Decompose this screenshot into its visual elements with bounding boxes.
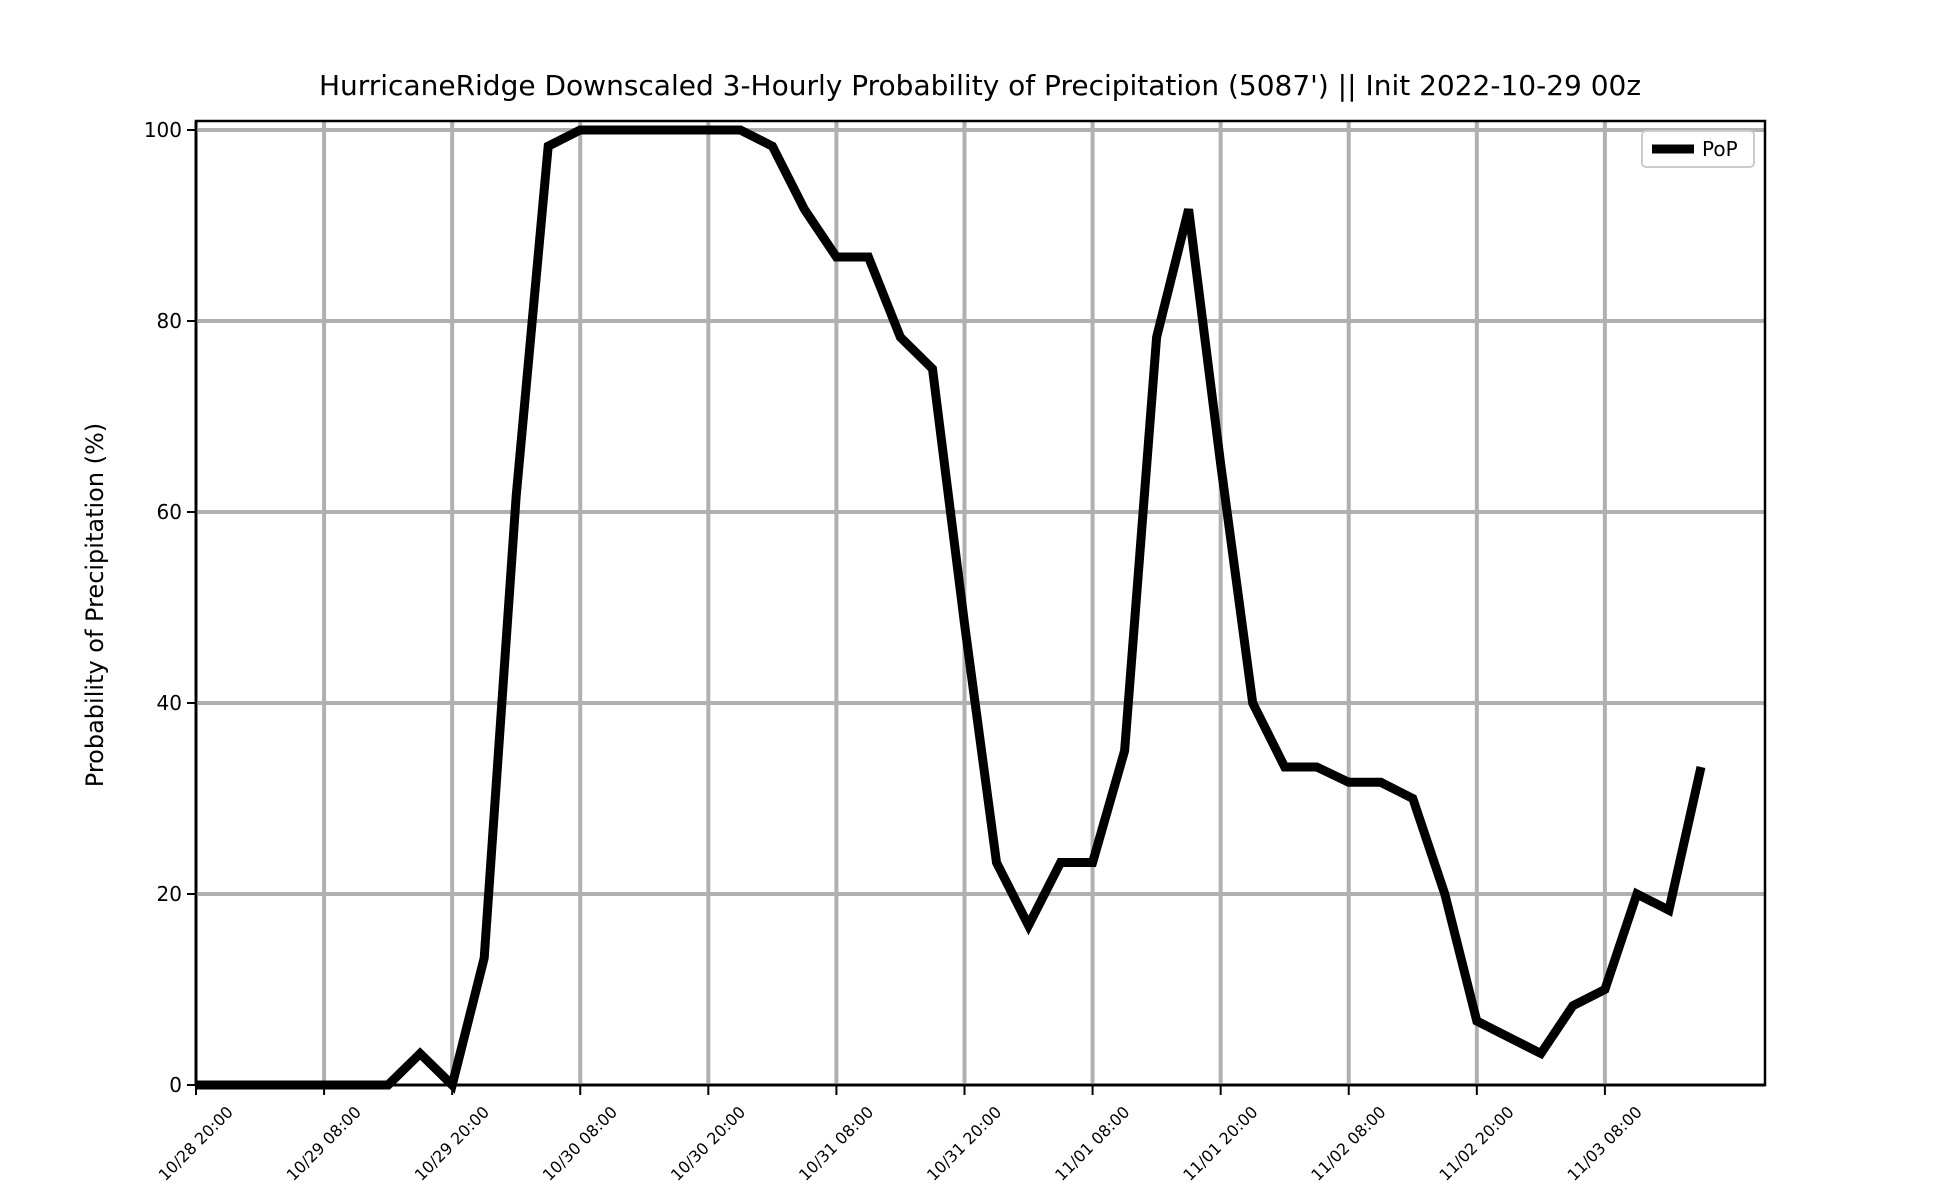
chart-title: HurricaneRidge Downscaled 3-Hourly Proba… bbox=[319, 69, 1641, 102]
series-line-pop bbox=[196, 125, 1706, 1094]
y-tick-label: 60 bbox=[157, 500, 182, 524]
legend-label: PoP bbox=[1702, 137, 1738, 161]
legend-box bbox=[1641, 130, 1755, 168]
x-tick-label: 11/02 20:00 bbox=[1435, 1102, 1517, 1184]
x-tick-label: 11/01 20:00 bbox=[1179, 1102, 1261, 1184]
x-tick-label: 10/31 08:00 bbox=[795, 1102, 877, 1184]
x-tick-label: 11/01 08:00 bbox=[1051, 1102, 1133, 1184]
grid bbox=[194, 121, 1765, 1087]
x-tick-label: 10/31 20:00 bbox=[923, 1102, 1005, 1184]
y-tick-label: 20 bbox=[157, 882, 182, 906]
x-tick-label: 10/28 20:00 bbox=[155, 1102, 237, 1184]
x-tick-label: 10/30 20:00 bbox=[667, 1102, 749, 1184]
x-tick-label: 11/03 08:00 bbox=[1563, 1102, 1645, 1184]
legend: PoP bbox=[1641, 130, 1755, 168]
plot-frame bbox=[194, 119, 1767, 1087]
x-tick-label: 10/30 08:00 bbox=[539, 1102, 621, 1184]
y-axis-label: Probability of Precipitation (%) bbox=[81, 423, 109, 787]
series-layer bbox=[196, 125, 1706, 1094]
y-tick-label: 0 bbox=[169, 1073, 182, 1097]
y-tick-label: 40 bbox=[157, 691, 182, 715]
x-tick-label: 10/29 20:00 bbox=[411, 1102, 493, 1184]
x-axis-ticks: 10/28 20:00 10/29 08:00 10/29 20:00 10/30 0… bbox=[155, 1085, 1646, 1185]
x-tick-label: 11/02 08:00 bbox=[1307, 1102, 1389, 1184]
x-tick-label: 10/29 08:00 bbox=[283, 1102, 365, 1184]
y-axis-ticks: 0 20 40 60 80 100 bbox=[144, 118, 196, 1097]
y-tick-label: 80 bbox=[157, 309, 182, 333]
y-tick-label: 100 bbox=[144, 118, 182, 142]
